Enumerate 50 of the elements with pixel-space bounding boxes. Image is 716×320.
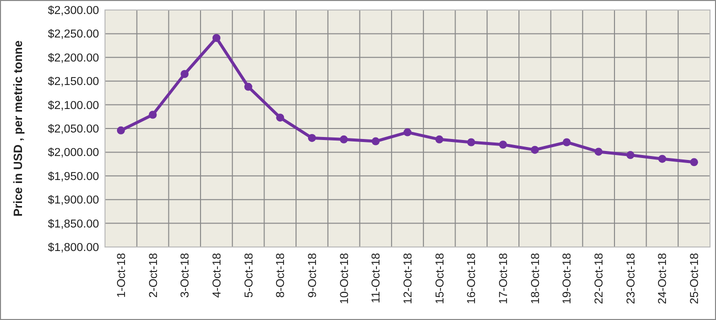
point	[340, 135, 348, 144]
point	[562, 138, 571, 146]
x-tick-label: 12-Oct-18	[402, 253, 414, 304]
x-tick-label: 25-Oct-18	[689, 253, 702, 304]
point	[658, 154, 666, 163]
y-tick-label: $2,250.00	[48, 28, 99, 41]
x-tick-label: 22-Oct-18	[594, 253, 606, 304]
x-tick-label: 11-Oct-18	[370, 253, 383, 304]
point	[276, 114, 284, 122]
point	[594, 148, 603, 156]
y-tick-label: $2,000.00	[48, 147, 99, 160]
point	[372, 137, 380, 146]
y-tick-label: $2,150.00	[48, 76, 99, 88]
point	[116, 126, 125, 134]
y-tick-label: $2,300.00	[48, 5, 99, 18]
x-tick-label: 19-Oct-18	[562, 253, 574, 304]
x-tick-label: 10-Oct-18	[338, 253, 351, 304]
point	[404, 128, 412, 136]
y-tick-label: $1,800.00	[48, 242, 99, 254]
x-tick-label: 2-Oct-18	[148, 253, 160, 298]
x-tick-label: 15-Oct-18	[434, 253, 446, 304]
point	[148, 110, 157, 119]
x-tick-label: 18-Oct-18	[530, 253, 542, 304]
point	[467, 138, 476, 146]
point	[435, 135, 444, 144]
x-tick-label: 23-Oct-18	[625, 253, 638, 304]
point	[244, 82, 252, 91]
x-tick-label: 5-Oct-18	[243, 253, 256, 298]
x-tick-label: 8-Oct-18	[275, 253, 288, 298]
x-tick-label: 24-Oct-18	[657, 253, 670, 304]
point	[530, 146, 539, 154]
y-axis-title: Price in USD , per metric tonne	[11, 40, 25, 217]
y-tick-label: $2,200.00	[48, 52, 99, 64]
y-tick-label: $1,850.00	[48, 218, 99, 230]
point	[212, 34, 220, 42]
point	[308, 134, 316, 142]
point	[690, 158, 698, 166]
x-tick-label: 9-Oct-18	[306, 253, 319, 298]
x-tick-label: 17-Oct-18	[498, 253, 510, 304]
point	[499, 140, 508, 149]
x-tick-label: 1-Oct-18	[116, 253, 128, 298]
y-tick-label: $1,950.00	[48, 170, 99, 183]
x-tick-label: 3-Oct-18	[180, 253, 192, 298]
point	[626, 151, 634, 160]
x-tick-label: 16-Oct-18	[466, 253, 478, 304]
y-tick-label: $2,100.00	[48, 100, 99, 112]
y-tick-label: $1,900.00	[48, 194, 99, 207]
point	[180, 70, 189, 78]
y-tick-label: $2,050.00	[48, 124, 99, 136]
x-tick-label: 4-Oct-18	[211, 253, 224, 298]
